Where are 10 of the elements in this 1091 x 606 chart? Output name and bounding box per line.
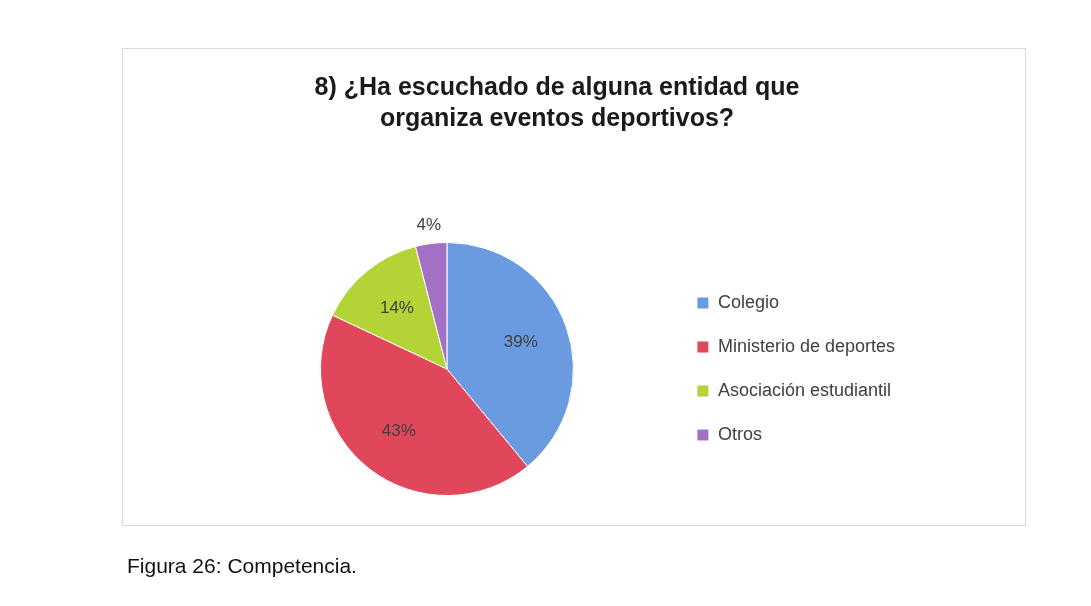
data-label: 14% bbox=[379, 298, 414, 318]
legend-label: Ministerio de deportes bbox=[717, 335, 895, 356]
data-label: 4% bbox=[416, 215, 442, 235]
legend-label: Otros bbox=[717, 423, 762, 444]
data-label: 39% bbox=[503, 332, 538, 352]
text: Figura 26: Competencia. bbox=[127, 554, 357, 578]
legend-label: Colegio bbox=[717, 291, 779, 312]
data-label: 43% bbox=[381, 420, 416, 440]
chart-title: 8) ¿Ha escuchado de alguna entidad que organiza eventos deportivos? bbox=[313, 71, 801, 133]
legend-label: Asociación estudiantil bbox=[717, 379, 892, 400]
